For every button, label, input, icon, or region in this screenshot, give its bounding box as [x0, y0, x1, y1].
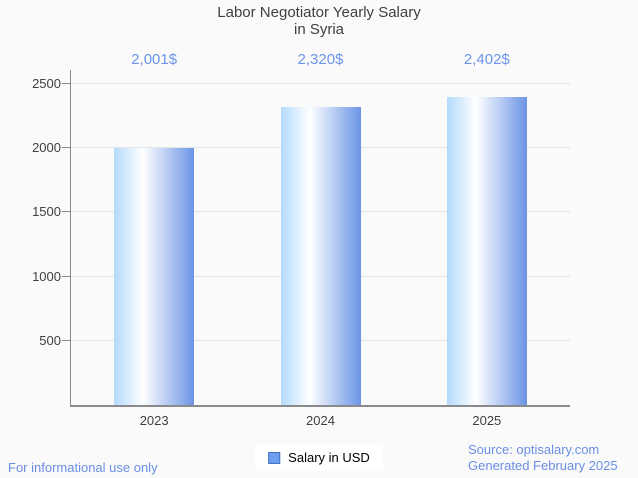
- chart-title-line-1: Labor Negotiator Yearly Salary: [217, 4, 421, 21]
- bar-value-label: 2,402$: [463, 51, 510, 68]
- y-axis-tick-label: 500: [39, 332, 61, 348]
- bar[interactable]: [280, 107, 361, 405]
- bar-value-label: 2,320$: [297, 51, 344, 68]
- x-axis-tick-label: 2023: [139, 413, 169, 428]
- bar-value-label: 2,001$: [131, 51, 178, 68]
- source-block: Source: optisalary.com Generated Februar…: [468, 442, 618, 474]
- y-axis-tick-mark: [62, 275, 70, 277]
- disclaimer-text: For informational use only: [8, 460, 158, 475]
- y-axis-tick-label: 1000: [32, 268, 61, 284]
- y-axis-tick-label: 2000: [32, 140, 61, 156]
- bar[interactable]: [114, 148, 195, 405]
- bar[interactable]: [446, 96, 527, 405]
- plot-area: 500 1000 1500 2000 2500 2,001$ 2023 2,320$ 2024 2…: [32, 51, 570, 428]
- y-axis-tick-mark: [62, 147, 70, 149]
- legend-item-label: Salary in USD: [288, 450, 370, 465]
- legend[interactable]: Salary in USD: [255, 444, 383, 471]
- y-axis-tick-mark: [62, 211, 70, 213]
- y-axis-tick-label: 2500: [32, 76, 61, 91]
- chart-title: Labor Negotiator Yearly Salary in Syria: [0, 4, 638, 38]
- source-link[interactable]: Source: optisalary.com: [468, 442, 600, 457]
- chart-title-line-2: in Syria: [293, 21, 345, 38]
- x-axis-tick-label: 2024: [306, 413, 335, 428]
- y-axis-tick-label: 1500: [32, 204, 61, 220]
- generated-date: Generated February 2025: [468, 458, 618, 473]
- legend-swatch-icon: [268, 451, 281, 464]
- y-axis-tick-mark: [62, 339, 70, 341]
- x-axis-tick-label: 2025: [472, 413, 502, 428]
- gridline: [71, 83, 570, 84]
- y-axis-tick-mark: [62, 83, 70, 84]
